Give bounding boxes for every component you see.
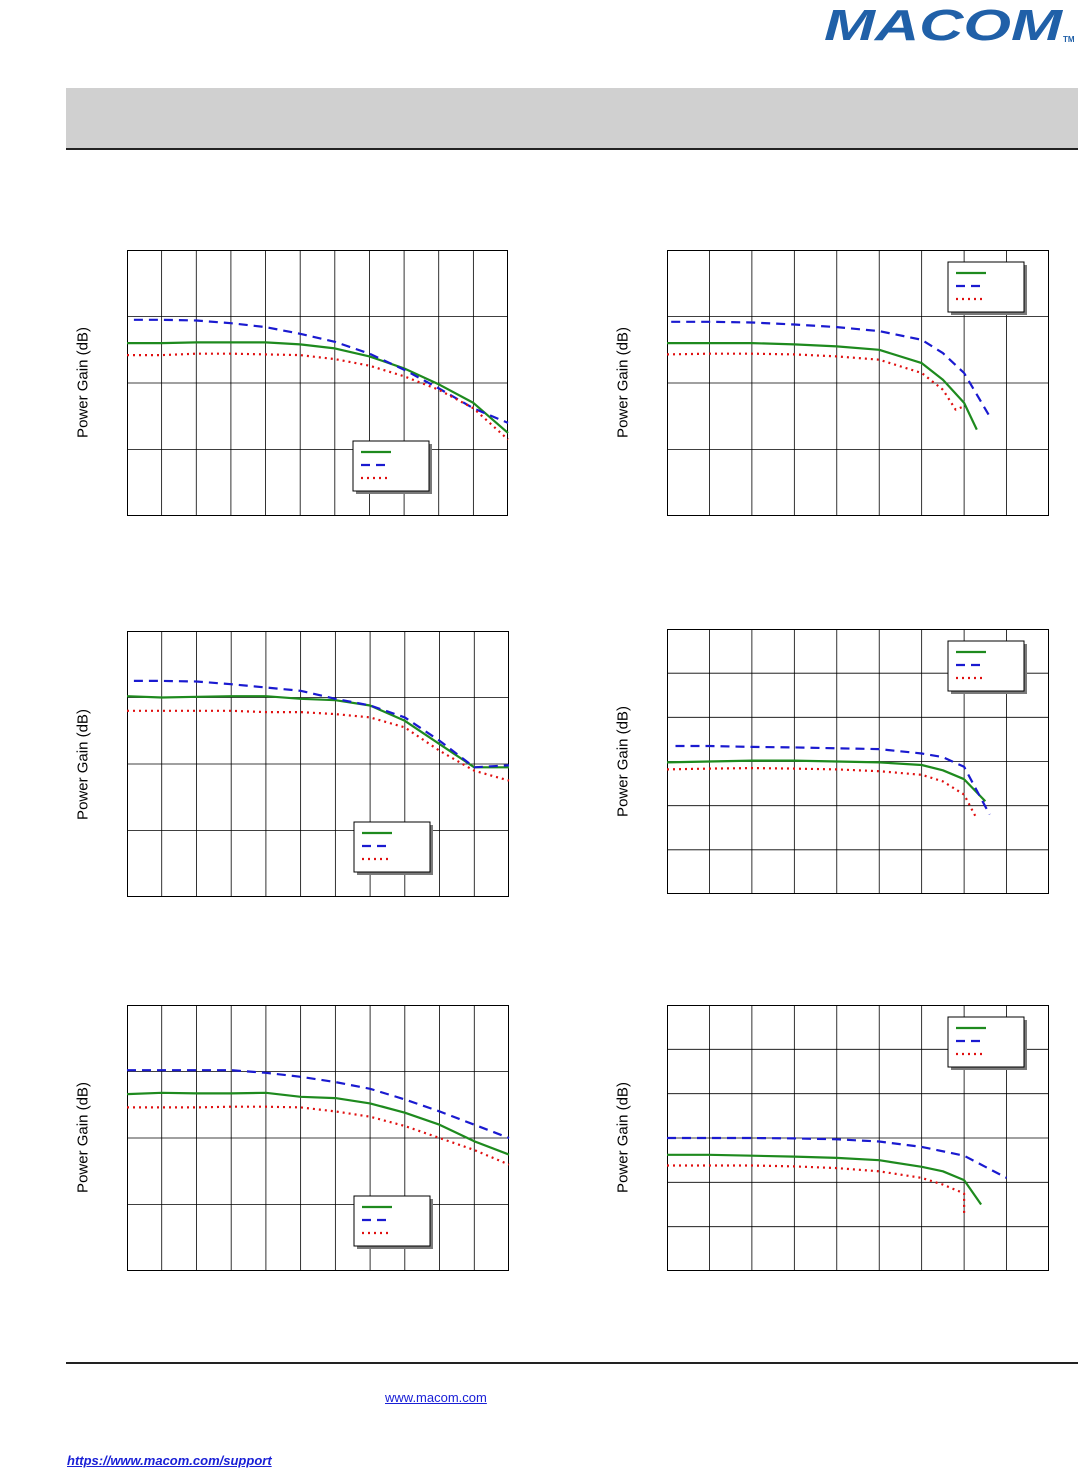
brand-name: MACOM — [824, 1, 1064, 48]
series-line-dashed — [675, 744, 991, 816]
chart-4-ylabel: Power Gain (dB) — [614, 706, 632, 817]
legend — [352, 440, 432, 494]
grid — [127, 250, 508, 516]
chart-4 — [666, 629, 1049, 894]
grid — [667, 250, 1049, 516]
grid — [127, 631, 509, 897]
header-band — [66, 88, 1078, 150]
series-line-dashed — [127, 1069, 510, 1140]
macom-logo: MACOM TM — [824, 1, 1075, 48]
grid — [127, 1005, 509, 1271]
chart-5-ylabel: Power Gain (dB) — [74, 1082, 92, 1193]
legend — [947, 640, 1027, 694]
chart-3 — [126, 631, 510, 897]
series-line-solid — [667, 1153, 983, 1206]
support-link[interactable]: https://www.macom.com/support — [67, 1453, 272, 1468]
legend — [353, 821, 433, 875]
legend-box — [947, 1016, 1025, 1068]
series-line-solid — [127, 341, 509, 434]
plot-frame — [127, 631, 509, 897]
series-line-dotted — [127, 709, 510, 782]
chart-6-ylabel: Power Gain (dB) — [614, 1082, 632, 1193]
series-line-solid — [667, 342, 978, 431]
plot-frame — [127, 250, 508, 516]
legend — [947, 261, 1027, 315]
legend — [947, 1016, 1027, 1070]
series-line-solid — [666, 759, 987, 803]
legend — [353, 1195, 433, 1249]
series-line-dotted — [127, 352, 509, 441]
series-line-dotted — [666, 767, 978, 820]
series-line-dotted — [667, 1164, 966, 1214]
series-line-dashed — [133, 318, 509, 424]
series-line-dashed — [133, 679, 510, 769]
chart-1-ylabel: Power Gain (dB) — [74, 327, 92, 438]
chart-2-ylabel: Power Gain (dB) — [614, 327, 632, 438]
series-line-dashed — [671, 320, 991, 417]
series-line-dashed — [667, 1136, 1008, 1179]
chart-1 — [127, 250, 509, 516]
chart-3-ylabel: Power Gain (dB) — [74, 709, 92, 820]
series-line-dotted — [666, 352, 965, 411]
chart-6 — [667, 1005, 1049, 1271]
trademark-mark: TM — [1063, 35, 1075, 44]
series-line-solid — [126, 695, 509, 769]
grid — [667, 629, 1049, 894]
footer-rule — [66, 1362, 1078, 1364]
plot-frame — [667, 250, 1049, 516]
chart-5 — [126, 1005, 510, 1271]
website-link[interactable]: www.macom.com — [385, 1390, 487, 1405]
series-line-solid — [126, 1091, 510, 1156]
chart-2 — [666, 250, 1049, 516]
